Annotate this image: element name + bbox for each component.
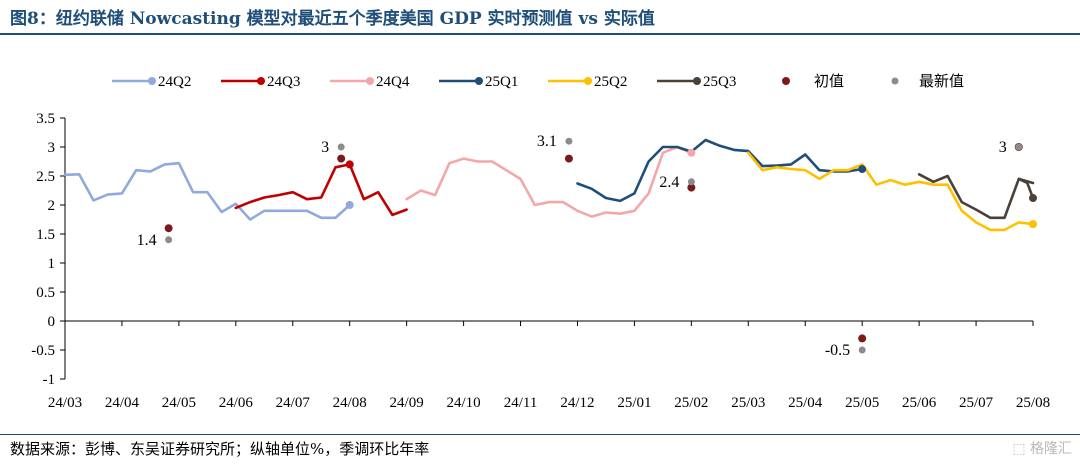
series-line-24q3 <box>234 163 408 217</box>
page-title: 图8：纽约联储 Nowcasting 模型对最近五个季度美国 GDP 实时预测值… <box>10 9 655 29</box>
legend-marker-24q3 <box>257 77 265 85</box>
legend-marker-initial <box>782 77 790 85</box>
series-line-24q4 <box>405 145 693 218</box>
value-annotation: 3 <box>321 139 329 156</box>
legend-label-24q2: 24Q2 <box>158 74 191 90</box>
latest-value-point <box>337 143 345 151</box>
watermark-text: 格隆汇 <box>1030 441 1072 457</box>
endpoint-marker-25q2 <box>1029 220 1037 229</box>
legend-label-25q1: 25Q1 <box>485 74 518 90</box>
x-tick-label: 25/05 <box>845 395 879 411</box>
endpoint-marker-25q1 <box>858 165 867 174</box>
legend-marker-25q3 <box>693 77 701 85</box>
legend-label-25q2: 25Q2 <box>594 74 627 90</box>
legend-marker-24q4 <box>366 77 374 85</box>
y-tick-label: 1.5 <box>36 227 55 243</box>
series-line-25q3-tail <box>1017 177 1035 200</box>
legend-label-24q4: 24Q4 <box>376 74 410 90</box>
latest-value-point <box>687 178 695 186</box>
endpoint-marker-25q3 <box>1029 194 1037 203</box>
endpoint-marker-24q4 <box>687 148 696 157</box>
legend-label-24q3: 24Q3 <box>267 74 300 90</box>
y-tick-label: -1 <box>43 372 56 388</box>
x-tick-label: 24/06 <box>219 395 254 411</box>
x-tick-label: 24/03 <box>48 395 82 411</box>
latest-value-point <box>165 236 173 244</box>
value-annotation: 3 <box>999 139 1007 156</box>
x-tick-label: 24/05 <box>162 395 196 411</box>
series-line-25q2 <box>746 151 1035 232</box>
x-tick-label: 25/02 <box>674 395 708 411</box>
initial-value-point <box>858 334 867 343</box>
y-tick-label: -0.5 <box>31 343 55 359</box>
x-tick-label: 24/10 <box>447 395 481 411</box>
source-note: 数据来源：彭博、东吴证券研究所；纵轴单位%，季调环比年率 <box>10 440 430 458</box>
y-tick-label: 0.5 <box>36 285 55 301</box>
x-tick-label: 25/03 <box>731 395 765 411</box>
legend-label-initial: 初值 <box>814 73 844 90</box>
value-annotation: 2.4 <box>659 174 679 191</box>
endpoint-marker-24q3 <box>345 160 354 169</box>
series-line-25q3 <box>917 173 1035 220</box>
latest-value-point <box>565 137 573 145</box>
y-tick-label: 3.5 <box>36 111 55 127</box>
series-line-25q1 <box>576 138 864 203</box>
x-tick-label: 24/07 <box>276 395 311 411</box>
x-tick-label: 24/08 <box>333 395 367 411</box>
watermark: ⬚ 格隆汇 <box>1012 438 1072 458</box>
legend-marker-25q1 <box>475 77 483 85</box>
y-tick-label: 3 <box>48 140 56 156</box>
initial-value-point <box>564 154 573 163</box>
value-annotation: 1.4 <box>137 232 157 249</box>
value-annotation: 3.1 <box>537 133 557 150</box>
x-tick-label: 25/08 <box>1016 395 1050 411</box>
initial-value-point <box>164 224 173 233</box>
x-tick-label: 24/12 <box>560 395 594 411</box>
x-tick-label: 25/01 <box>617 395 651 411</box>
legend-marker-25q2 <box>584 77 592 85</box>
title-divider <box>0 33 1080 35</box>
x-tick-label: 24/04 <box>105 395 140 411</box>
x-tick-label: 25/07 <box>959 395 994 411</box>
legend-marker-latest <box>891 77 899 85</box>
y-tick-label: 2 <box>48 198 56 214</box>
legend-label-latest: 最新值 <box>919 73 964 90</box>
legend-label-25q3: 25Q3 <box>703 74 736 90</box>
x-tick-label: 24/11 <box>504 395 538 411</box>
value-annotation: -0.5 <box>825 342 850 359</box>
initial-value-point <box>687 183 696 192</box>
x-tick-label: 24/09 <box>390 395 424 411</box>
y-tick-label: 2.5 <box>36 169 55 185</box>
x-tick-label: 25/06 <box>902 395 937 411</box>
y-tick-label: 0 <box>48 314 56 330</box>
y-tick-label: 1 <box>48 256 56 272</box>
initial-value-point <box>337 154 346 163</box>
latest-value-point <box>1015 143 1023 151</box>
watermark-icon: ⬚ <box>1012 441 1026 457</box>
endpoint-marker-24q2 <box>345 201 354 209</box>
gdp-nowcast-chart: 3.5 3 2.5 2 1.5 1 0.5 0 -0.5 -1 24/03 24/04 24/05 24/… <box>31 73 1050 411</box>
x-tick-label: 25/04 <box>788 395 823 411</box>
series-line-24q2 <box>63 161 352 221</box>
legend-marker-24q2 <box>148 77 156 85</box>
source-divider <box>0 434 1080 435</box>
latest-value-point <box>858 346 866 354</box>
